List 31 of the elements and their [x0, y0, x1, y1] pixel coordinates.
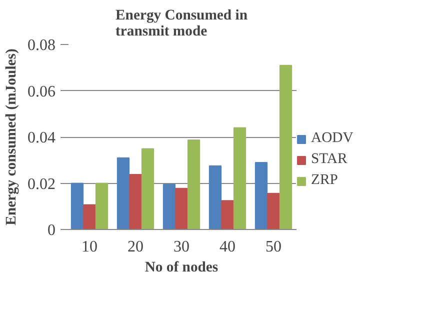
bar [221, 200, 234, 230]
legend-label: ZRP [311, 172, 338, 189]
legend-label: STAR [311, 151, 348, 168]
y-tick-label: 0.04 [28, 130, 56, 146]
y-tick-label: 0.08 [28, 37, 56, 54]
y-tick-label: 0.02 [28, 176, 56, 193]
bar [279, 64, 292, 230]
x-tick-label: 30 [174, 238, 190, 256]
y-tick-label: 0 [48, 222, 56, 239]
bar [141, 148, 154, 230]
x-tick-label: 20 [128, 238, 144, 256]
bar [70, 182, 84, 230]
bar [116, 157, 130, 230]
y-axis-title: Energy consumed (mJoules) [4, 48, 20, 226]
bar [187, 140, 200, 230]
bar [208, 165, 222, 230]
bar [267, 192, 280, 230]
legend-label: AODV [311, 130, 354, 147]
y-tick-label: 0.06 [28, 83, 56, 100]
bar [175, 188, 188, 230]
bar [162, 184, 176, 230]
bar [233, 127, 246, 230]
x-tick-label: 50 [266, 238, 282, 256]
x-tick-label: 10 [82, 238, 98, 256]
bar [254, 162, 268, 230]
bar [95, 182, 108, 230]
x-axis-title: No of nodes [144, 260, 218, 276]
x-tick-label: 40 [220, 238, 236, 256]
bar [83, 204, 96, 230]
bar [129, 174, 142, 230]
chart-title: Energy Consumed in transmit mode [116, 8, 248, 40]
